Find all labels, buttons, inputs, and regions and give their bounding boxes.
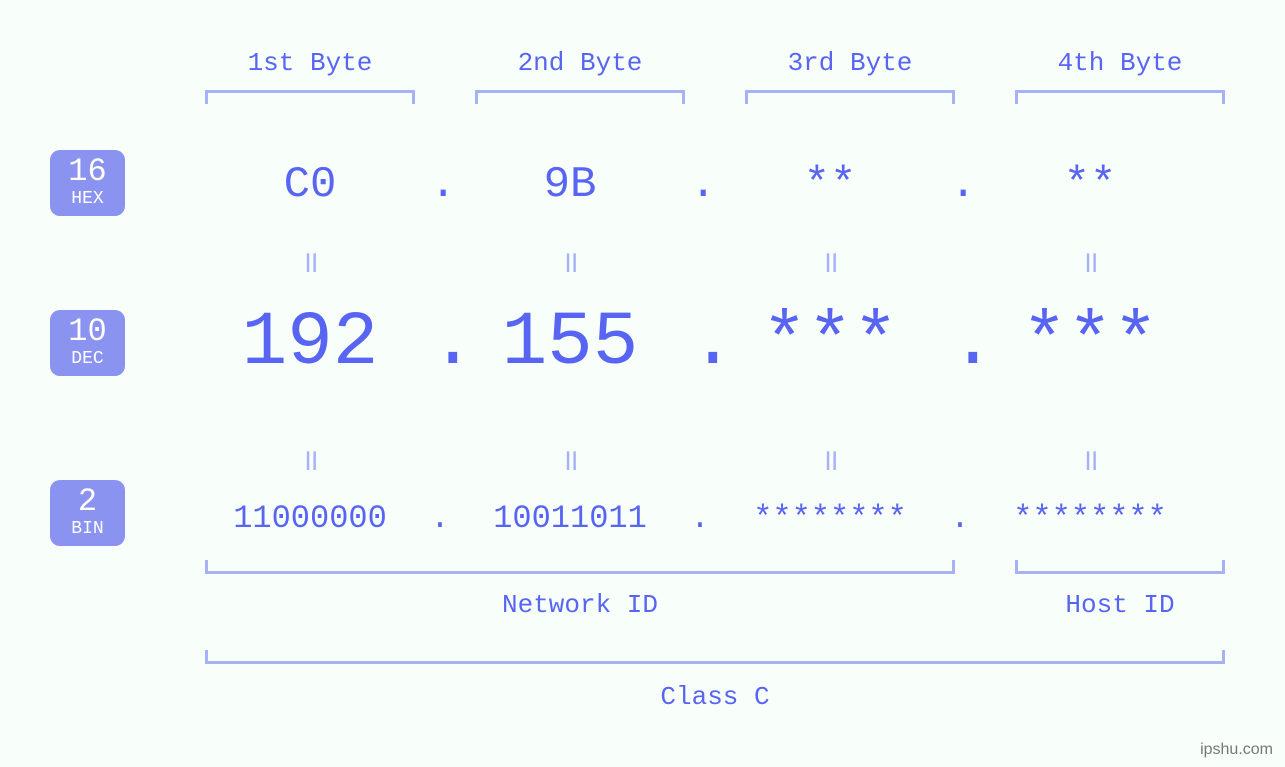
bin-byte-4: ******** — [960, 500, 1220, 537]
hex-byte-2: 9B — [440, 160, 700, 210]
bin-badge-number: 2 — [50, 486, 125, 518]
equals-icon: ॥ — [440, 438, 700, 480]
equals-icon: ॥ — [960, 438, 1220, 480]
bin-byte-3: ******** — [700, 500, 960, 537]
bin-byte-2: 10011011 — [440, 500, 700, 537]
hex-badge-label: HEX — [50, 190, 125, 208]
equals-row-2: ॥ ॥ ॥ ॥ — [180, 438, 1245, 480]
equals-icon: ॥ — [180, 438, 440, 480]
dec-badge: 10 DEC — [50, 310, 125, 376]
class-label: Class C — [205, 682, 1225, 712]
equals-icon: ॥ — [700, 240, 960, 282]
ip-diagram: 1st Byte 2nd Byte 3rd Byte 4th Byte 16 H… — [0, 0, 1285, 767]
dec-byte-2: 155 — [440, 300, 700, 386]
network-id-label: Network ID — [205, 590, 955, 620]
equals-icon: ॥ — [180, 240, 440, 282]
top-bracket-4 — [1015, 90, 1225, 104]
bin-badge: 2 BIN — [50, 480, 125, 546]
dec-badge-label: DEC — [50, 350, 125, 368]
dec-byte-3: *** — [700, 300, 960, 386]
hex-row: C0 . 9B . ** . ** — [180, 160, 1245, 210]
host-id-label: Host ID — [1015, 590, 1225, 620]
byte-header-2: 2nd Byte — [450, 48, 710, 78]
host-id-bracket — [1015, 560, 1225, 574]
class-bracket — [205, 650, 1225, 664]
hex-badge-number: 16 — [50, 156, 125, 188]
hex-badge: 16 HEX — [50, 150, 125, 216]
bin-row: 11000000 . 10011011 . ******** . *******… — [180, 500, 1245, 537]
top-bracket-3 — [745, 90, 955, 104]
watermark: ipshu.com — [1200, 741, 1273, 759]
network-id-bracket — [205, 560, 955, 574]
dec-byte-4: *** — [960, 300, 1220, 386]
equals-icon: ॥ — [960, 240, 1220, 282]
top-bracket-2 — [475, 90, 685, 104]
dec-badge-number: 10 — [50, 316, 125, 348]
bin-badge-label: BIN — [50, 520, 125, 538]
hex-byte-3: ** — [700, 160, 960, 210]
dec-row: 192 . 155 . *** . *** — [180, 300, 1245, 386]
bin-byte-1: 11000000 — [180, 500, 440, 537]
dec-byte-1: 192 — [180, 300, 440, 386]
byte-header-4: 4th Byte — [990, 48, 1250, 78]
hex-byte-4: ** — [960, 160, 1220, 210]
hex-byte-1: C0 — [180, 160, 440, 210]
byte-header-1: 1st Byte — [180, 48, 440, 78]
top-bracket-1 — [205, 90, 415, 104]
equals-icon: ॥ — [440, 240, 700, 282]
equals-icon: ॥ — [700, 438, 960, 480]
equals-row-1: ॥ ॥ ॥ ॥ — [180, 240, 1245, 282]
byte-header-3: 3rd Byte — [720, 48, 980, 78]
